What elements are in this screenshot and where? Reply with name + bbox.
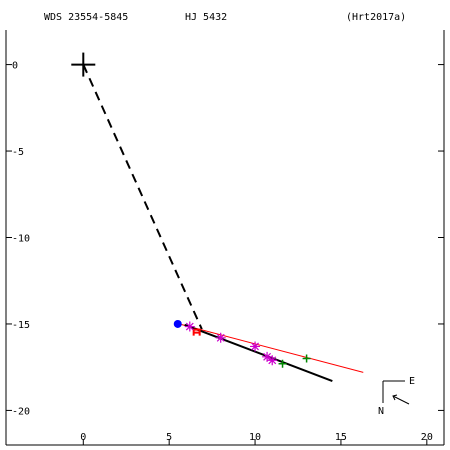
motion-arrowhead-icon xyxy=(392,394,398,401)
observation-point-asterisk xyxy=(250,341,261,352)
x-tick-label: 5 xyxy=(166,432,172,443)
linear-fit-line xyxy=(179,323,364,373)
y-tick-label: -15 xyxy=(12,320,30,331)
compass: E N xyxy=(378,376,415,417)
y-tick-label: -10 xyxy=(12,234,30,245)
observation-point-plus xyxy=(302,354,311,363)
orbit-fit-line xyxy=(184,323,333,382)
compass-north-label: N xyxy=(378,406,384,417)
observation-point-circle xyxy=(173,319,182,328)
observation-point-asterisk xyxy=(262,351,273,362)
header-reference: (Hrt2017a) xyxy=(346,12,406,23)
axes: 0 -5 -10 -15 -20 0 5 10 15 20 xyxy=(5,30,445,446)
x-tick-label: 20 xyxy=(421,432,433,443)
y-tick-label: -5 xyxy=(12,147,24,158)
header-wds-id: WDS 23554-5845 xyxy=(44,12,128,23)
observation-point-square xyxy=(192,328,201,336)
primary-to-first-obs-dashed-line xyxy=(82,64,203,330)
fit-lines xyxy=(82,64,364,382)
x-tick-label: 0 xyxy=(80,432,86,443)
observation-point-asterisk xyxy=(267,355,278,366)
y-tick-label: 0 xyxy=(12,61,18,72)
observation-point-plus xyxy=(278,359,287,368)
y-tick-label: -20 xyxy=(12,406,30,417)
header-star-name: HJ 5432 xyxy=(185,12,227,23)
motion-arrow-icon xyxy=(392,395,410,405)
observation-point-asterisk xyxy=(184,321,195,332)
x-tick-label: 10 xyxy=(249,432,261,443)
compass-east-label: E xyxy=(409,376,415,387)
observation-point-asterisk xyxy=(215,332,226,343)
x-tick-label: 15 xyxy=(335,432,347,443)
observation-marks xyxy=(71,52,311,368)
